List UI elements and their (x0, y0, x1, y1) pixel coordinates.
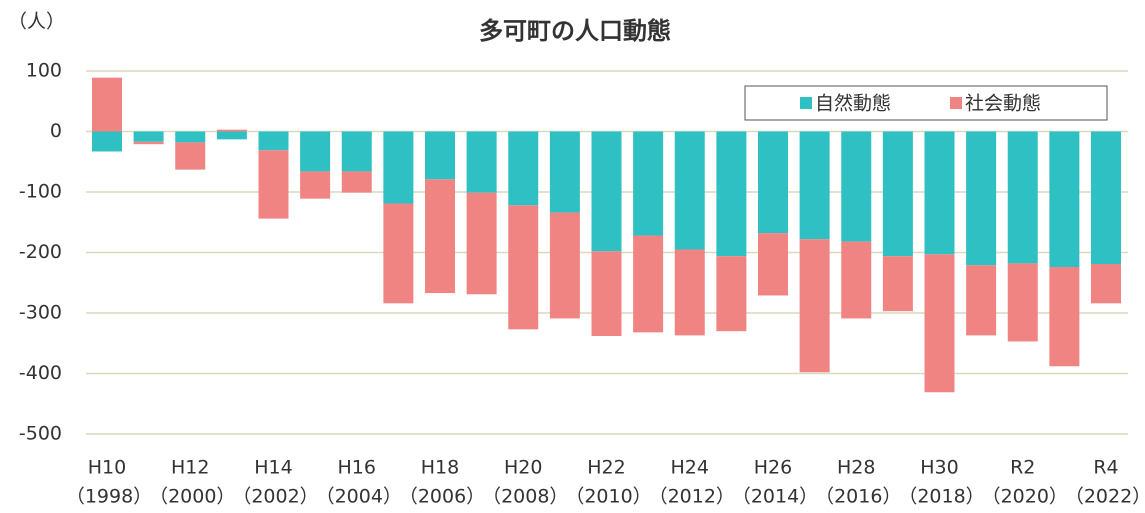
bar (924, 131, 955, 255)
x-tick-label: H24 (671, 457, 709, 479)
bar (841, 131, 872, 242)
bar (258, 150, 289, 219)
x-tick-label: H30 (920, 457, 958, 479)
bar (175, 131, 206, 143)
x-tick-label: H28 (837, 457, 875, 479)
bar (882, 131, 913, 257)
bar (633, 131, 664, 236)
bar (549, 131, 580, 213)
legend-box (744, 85, 1108, 121)
y-tick-label: -500 (19, 423, 62, 445)
x-tick-label: （2000） (149, 486, 235, 508)
legend-label: 社会動態 (965, 93, 1041, 115)
x-tick-label: （2004） (316, 486, 402, 508)
x-tick-label: H10 (88, 457, 126, 479)
y-axis-label: （人） (8, 11, 65, 33)
x-tick-label: H26 (754, 457, 792, 479)
legend-label: 自然動態 (815, 93, 891, 115)
x-tick-label: （2018） (898, 486, 984, 508)
bar (758, 233, 788, 296)
bar (841, 241, 872, 319)
bar (216, 129, 247, 132)
bar (341, 171, 372, 193)
chart-title: 多可町の人口動態 (479, 17, 671, 45)
bar (716, 256, 747, 332)
x-tick-label: H16 (338, 457, 376, 479)
bar (92, 131, 122, 152)
bar (133, 131, 164, 142)
x-tick-label: （1998） (66, 486, 152, 508)
x-tick-label: R2 (1010, 457, 1035, 479)
bar (1049, 131, 1080, 268)
bar (300, 171, 331, 199)
bar (508, 205, 539, 330)
legend-swatch (800, 97, 812, 109)
x-tick-label: H18 (421, 457, 459, 479)
bar (674, 131, 705, 250)
bar (1091, 263, 1121, 304)
bar (466, 192, 497, 295)
x-tick-label: （2014） (732, 486, 818, 508)
bar (966, 131, 997, 266)
bar (425, 179, 455, 294)
y-tick-label: 0 (50, 120, 62, 142)
bar (924, 254, 955, 393)
bar (966, 265, 997, 336)
x-tick-label: （2022） (1065, 486, 1145, 508)
bar (633, 235, 664, 333)
bar (591, 131, 622, 252)
bar (716, 131, 747, 257)
bar (425, 131, 455, 180)
y-tick-label: -400 (19, 362, 62, 384)
x-tick-label: （2008） (482, 486, 568, 508)
legend-swatch (950, 97, 962, 109)
x-tick-label: H20 (504, 457, 542, 479)
bar (674, 249, 705, 336)
bar (1007, 263, 1038, 342)
bar (341, 131, 372, 172)
bar (508, 131, 539, 206)
bar (1091, 131, 1121, 264)
x-tick-label: （2020） (982, 486, 1068, 508)
bar (1049, 267, 1080, 367)
x-tick-label: （2016） (815, 486, 901, 508)
x-tick-label: H14 (254, 457, 292, 479)
x-tick-label: （2012） (649, 486, 735, 508)
bar (383, 203, 414, 304)
bar (466, 131, 497, 193)
x-tick-label: R4 (1093, 457, 1118, 479)
bar (799, 131, 830, 240)
bar (216, 131, 247, 140)
bar (591, 251, 622, 336)
bar (1007, 131, 1038, 264)
bar (799, 239, 830, 373)
y-tick-label: -100 (19, 181, 62, 203)
bar (882, 256, 913, 312)
y-tick-label: -300 (19, 302, 62, 324)
bar (92, 77, 122, 132)
bar (175, 142, 206, 170)
bar (549, 212, 580, 319)
y-tick-label: 100 (26, 60, 62, 82)
bar (383, 131, 414, 204)
x-tick-label: （2002） (232, 486, 318, 508)
bar (758, 131, 788, 234)
x-tick-label: （2006） (399, 486, 485, 508)
x-tick-label: H22 (587, 457, 625, 479)
bar (258, 131, 289, 151)
x-tick-label: H12 (171, 457, 209, 479)
y-tick-label: -200 (19, 241, 62, 263)
bar (300, 131, 331, 172)
bar (133, 141, 164, 145)
x-tick-label: （2010） (565, 486, 651, 508)
